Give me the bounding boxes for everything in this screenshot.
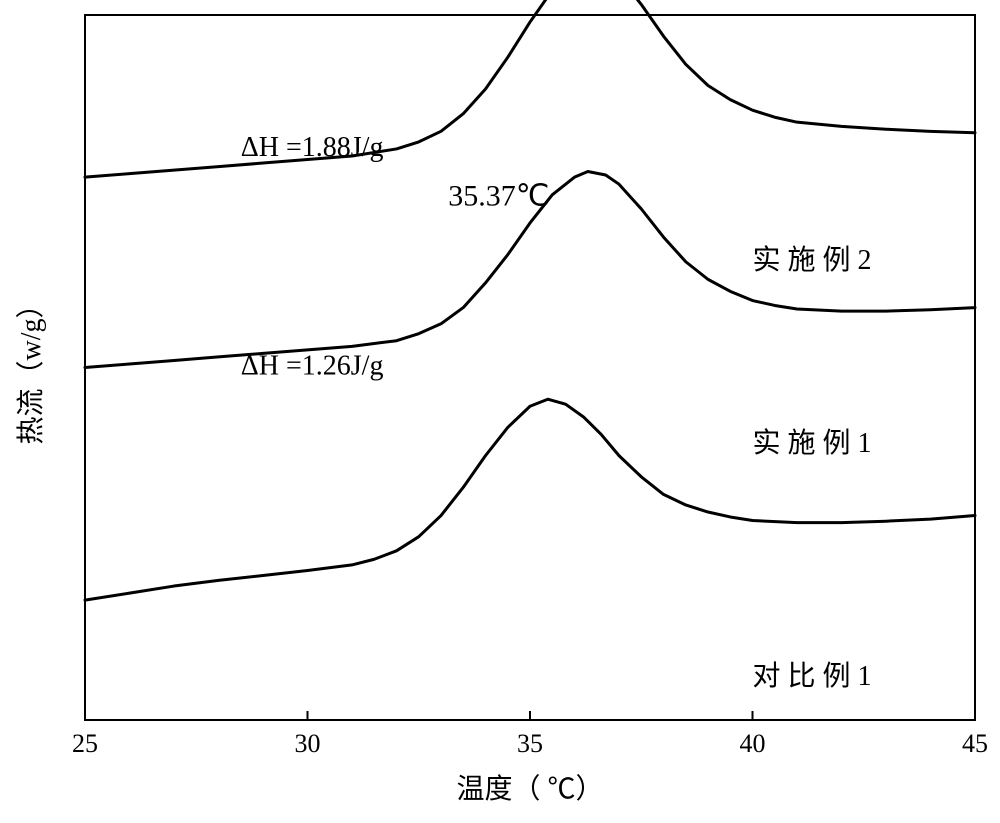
x-tick-label: 30: [295, 729, 321, 758]
series-label-example2: 实 施 例 2: [753, 244, 872, 276]
dh-label-compare1: ΔH =1.26J/g: [241, 351, 384, 382]
series-label-example1: 实 施 例 1: [753, 427, 872, 459]
dsc-chart: 2530354045温度（ ℃）热流（w/g）36.79℃ΔH =1.97J/g…: [0, 0, 1000, 823]
x-tick-label: 45: [962, 729, 988, 758]
dh-label-example1: ΔH =1.88J/g: [241, 132, 384, 163]
chart-svg: 2530354045温度（ ℃）热流（w/g）36.79℃ΔH =1.97J/g…: [0, 0, 1000, 823]
x-tick-label: 25: [72, 729, 98, 758]
y-axis-label: 热流（w/g）: [15, 290, 47, 444]
series-label-compare1: 对 比 例 1: [753, 660, 872, 692]
x-tick-label: 35: [517, 729, 543, 758]
x-axis-label: 温度（ ℃）: [456, 773, 603, 805]
peak-label-compare1: 35.37℃: [448, 179, 549, 212]
x-tick-label: 40: [740, 729, 766, 758]
